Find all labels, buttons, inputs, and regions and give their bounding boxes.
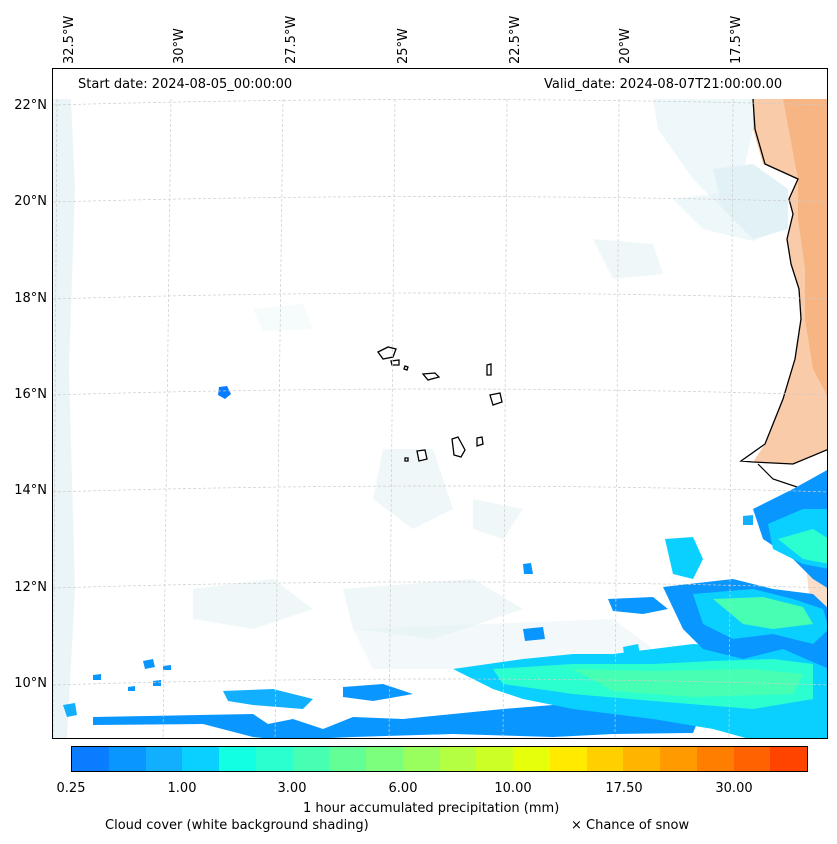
cloud-cover-legend: Cloud cover (white background shading) [105,818,369,833]
lon-label-22-5w: 22.5°W [508,15,523,64]
colorbar-tick: 0.25 [56,781,86,796]
lon-label-17-5w: 17.5°W [729,15,744,64]
colorbar-swatch [586,747,624,771]
colorbar-swatch [513,747,550,771]
lat-label-12n: 12°N [14,580,47,595]
colorbar-swatch [696,747,734,771]
lon-label-27-5w: 27.5°W [284,15,299,64]
colorbar-swatch [292,747,330,771]
colorbar-swatch [108,747,146,771]
colorbar-swatch [549,747,587,771]
colorbar-swatch [72,747,109,771]
map-panel [52,68,828,739]
colorbar-swatch [476,747,513,771]
colorbar-swatch [366,747,403,771]
colorbar-tick: 1.00 [167,781,197,796]
precipitation-field [63,386,827,738]
cape-verde-islands [377,346,503,462]
colorbar-tick: 17.50 [605,781,643,796]
colorbar-swatch [660,747,697,771]
lon-label-32-5w: 32.5°W [62,15,77,64]
colorbar-tick: 10.00 [494,781,532,796]
colorbar-tick: 3.00 [277,781,307,796]
lat-label-10n: 10°N [14,676,47,691]
colorbar-tick: 30.00 [715,781,753,796]
lat-label-16n: 16°N [14,387,47,402]
colorbar-swatch [733,747,771,771]
start-date-label: Start date: 2024-08-05_00:00:00 [73,76,298,93]
colorbar-swatch [219,747,256,771]
valid-date-label: Valid_date: 2024-08-07T21:00:00.00 [539,76,788,93]
colorbar-swatch [145,747,183,771]
cloud-cover-shading [53,99,788,738]
colorbar-swatch [770,747,807,771]
lat-label-18n: 18°N [14,291,47,306]
lat-label-14n: 14°N [14,483,47,498]
colorbar-swatch [439,747,477,771]
snow-legend: × Chance of snow [571,818,690,833]
colorbar-swatch [623,747,660,771]
lat-label-22n: 22°N [14,98,47,113]
lon-label-30w: 30°W [172,28,187,64]
colorbar-swatch [329,747,366,771]
graticule [53,98,827,738]
colorbar-swatch [255,747,293,771]
colorbar-swatch [402,747,440,771]
colorbar-swatch [182,747,219,771]
precipitation-colorbar [71,746,808,772]
lon-label-25w: 25°W [396,28,411,64]
map-canvas [53,98,827,738]
colorbar-tick: 6.00 [388,781,418,796]
lon-label-20w: 20°W [618,28,633,64]
colorbar-title: 1 hour accumulated precipitation (mm) [303,801,560,816]
lat-label-20n: 20°N [14,194,47,209]
